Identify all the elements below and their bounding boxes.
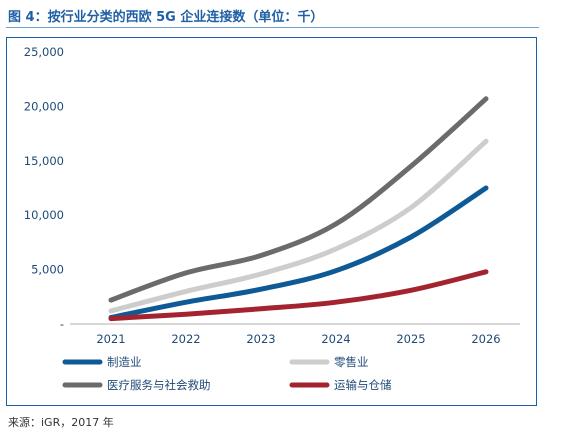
y-tick-label: 20,000 xyxy=(24,99,64,113)
x-tick-label: 2022 xyxy=(171,332,200,346)
series-line xyxy=(108,185,489,320)
legend-label: 运输与仓储 xyxy=(334,378,392,392)
legend-label: 零售业 xyxy=(334,355,369,369)
y-tick-label: - xyxy=(60,317,64,331)
x-tick-label: 2026 xyxy=(471,332,500,346)
y-tick-label: 10,000 xyxy=(24,208,64,222)
source-note: 来源：iGR，2017 年 xyxy=(8,416,114,429)
x-axis-ticks: 2021 2022 2023 2024 2025 2026 xyxy=(96,332,500,346)
chart-title: 图 4：按行业分类的西欧 5G 企业连接数（单位：千） xyxy=(8,10,324,25)
series-lines xyxy=(108,96,489,322)
series-line xyxy=(108,96,489,303)
x-tick-label: 2025 xyxy=(396,332,425,346)
y-tick-label: 15,000 xyxy=(24,154,64,168)
title-divider xyxy=(6,27,539,28)
series-line xyxy=(108,269,489,322)
x-tick-label: 2023 xyxy=(246,332,275,346)
x-tick-label: 2021 xyxy=(96,332,125,346)
legend-label: 制造业 xyxy=(107,355,142,369)
y-tick-label: 25,000 xyxy=(24,45,64,59)
y-axis-ticks: - 5,000 10,000 15,000 20,000 25,000 xyxy=(24,45,64,331)
chart-frame xyxy=(6,37,537,406)
y-tick-label: 5,000 xyxy=(31,263,64,277)
legend-label: 医疗服务与社会救助 xyxy=(107,378,211,392)
x-tick-label: 2024 xyxy=(321,332,350,346)
series-line xyxy=(108,138,489,314)
